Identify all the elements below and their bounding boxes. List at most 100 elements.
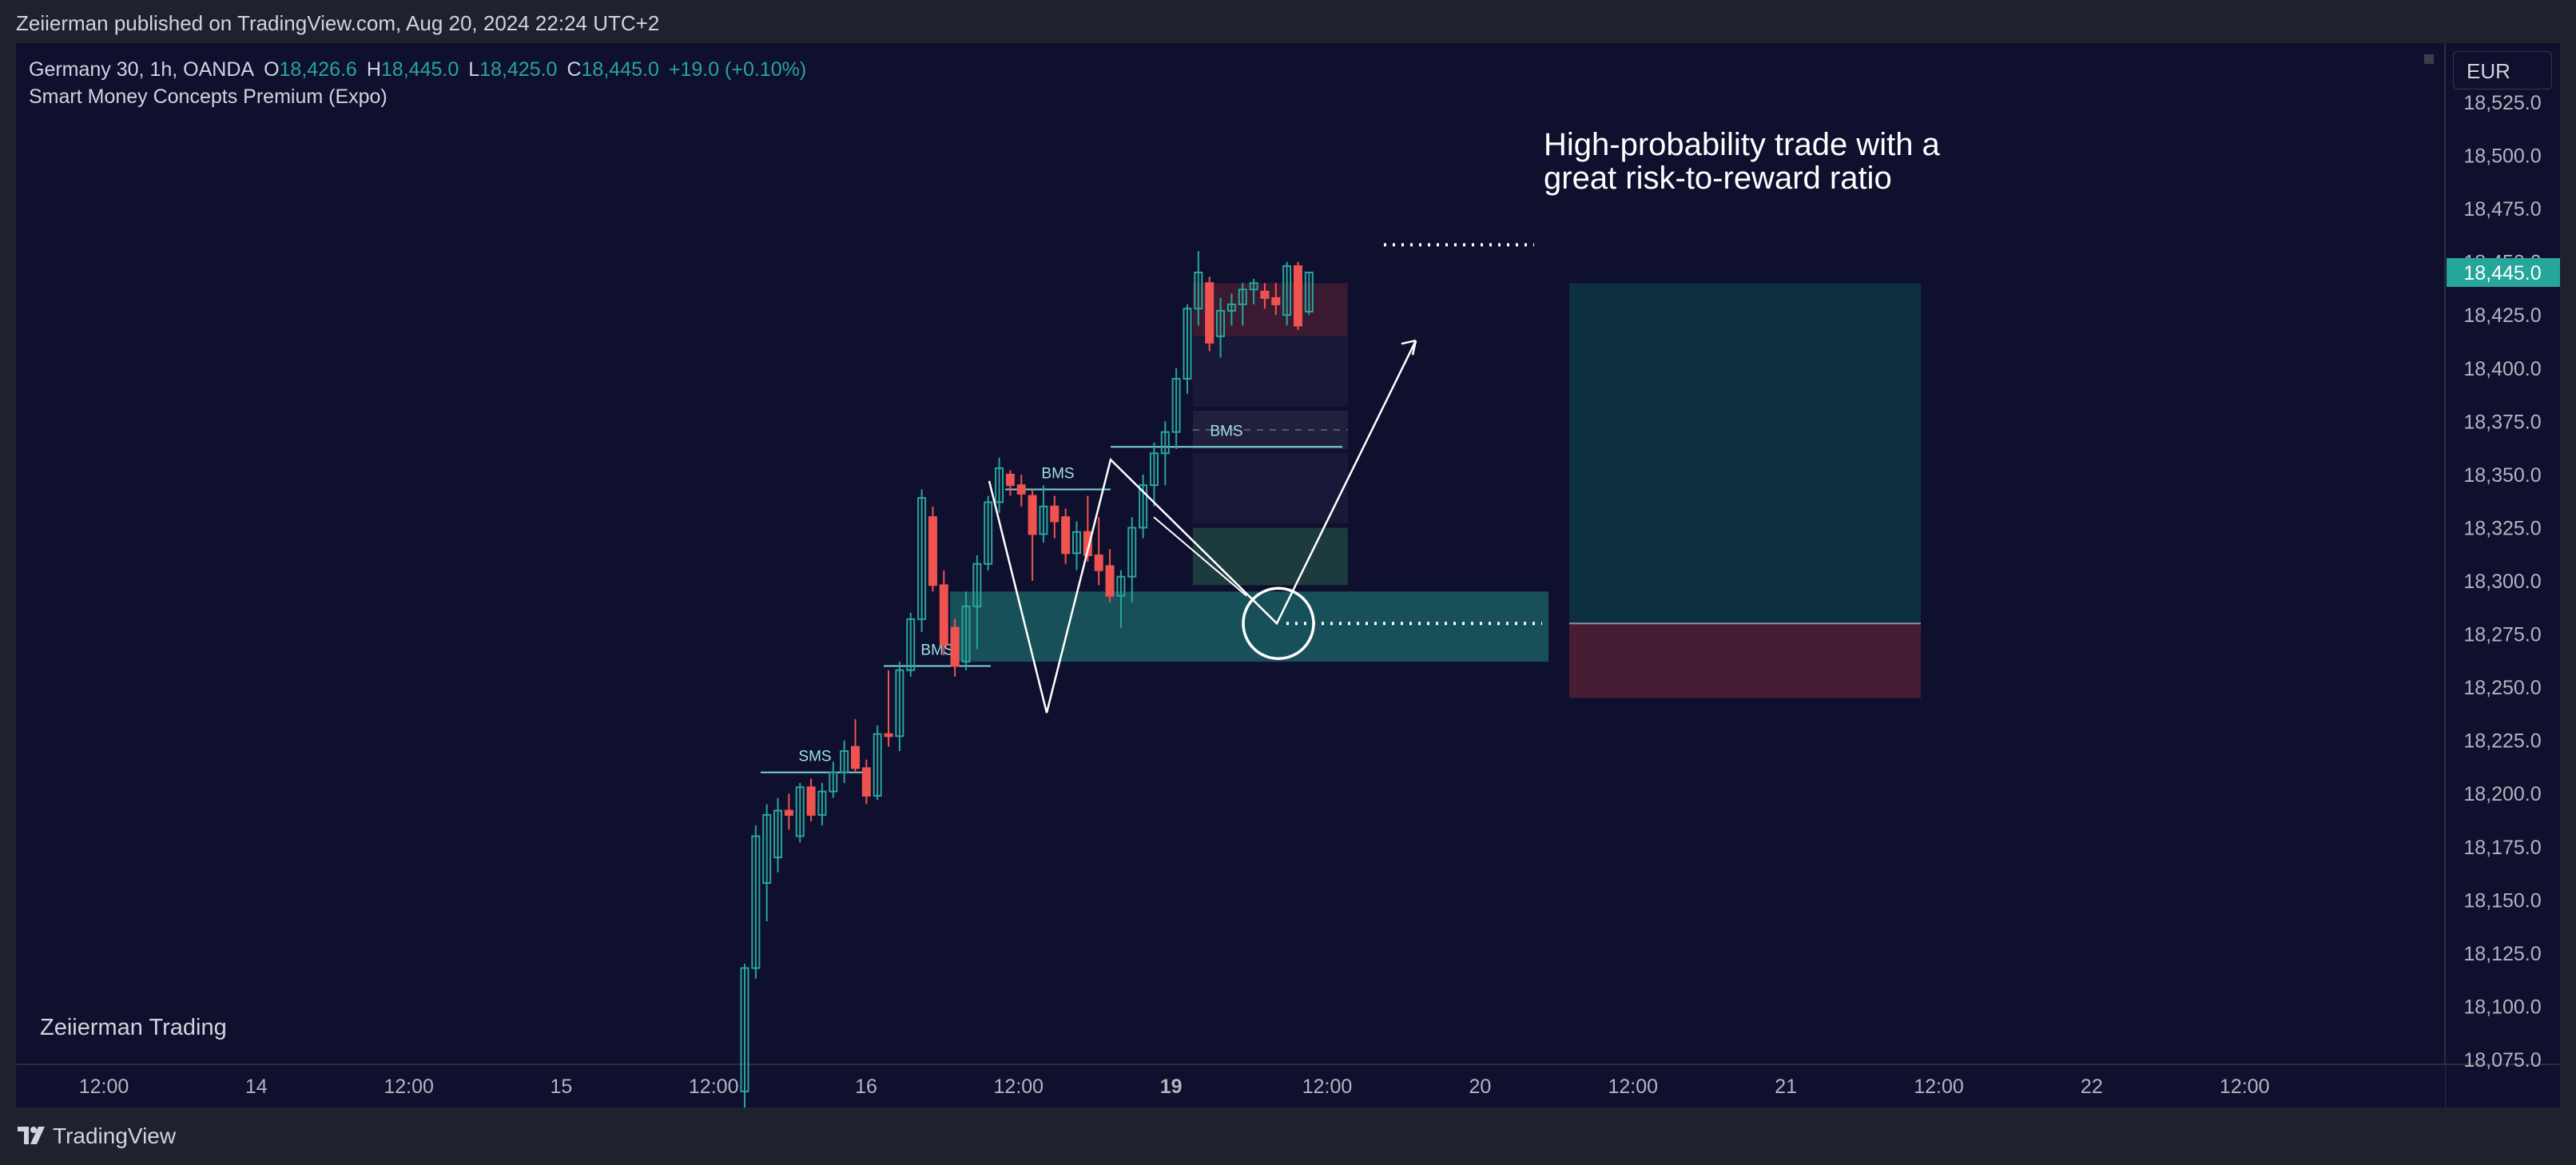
bullish-candle [1171,368,1181,449]
low-value: 18,425.0 [479,58,558,81]
y-axis-labels: 18,525.018,500.018,475.018,450.018,425.0… [2463,92,2541,1072]
last-price-background [2447,257,2560,287]
bullish-candle [906,612,916,677]
maximize-icon[interactable] [2424,54,2434,64]
indicator-title[interactable]: Smart Money Concepts Premium (Expo) [29,85,388,108]
discount-zone [1192,527,1348,586]
x-tick-label: 21 [1775,1076,1797,1098]
candle-body [861,767,871,797]
zones-layer [950,283,1921,698]
y-tick-label: 18,475.0 [2463,198,2541,221]
candle-body [873,733,882,797]
bearish-candle [851,719,860,773]
price-scale[interactable] [2445,43,2560,1107]
chart-area[interactable]: SMS BMS BMS BMS 18,525.0 18,500.0 18,475.0 18,… [16,43,2560,1107]
trade-annotation[interactable]: High-probability trade with a great risk… [1544,128,2055,195]
candle-body [895,669,904,738]
candle-body [906,618,916,671]
bearish-candle [861,759,871,805]
bullish-candle [917,489,927,632]
y-tick-label: 18,200.0 [2463,783,2541,805]
candle-body [1072,531,1081,555]
stop-zone [1569,623,1921,698]
bullish-candle [740,964,749,1107]
candle-body [1149,452,1159,487]
bearish-candle [784,793,793,830]
candle-body [972,563,982,607]
candle-body [1116,575,1126,597]
last-price-label: 18,445.0 [2463,262,2541,284]
x-tick-label: 12:00 [689,1076,739,1098]
symbol-title[interactable]: Germany 30, 1h, OANDA [29,58,255,81]
premium-zone [1192,283,1348,336]
x-tick-label: 12:00 [79,1076,129,1098]
author-watermark: Zeiierman Trading [40,1015,227,1040]
x-tick-label: 15 [550,1076,572,1098]
symbol-legend: Germany 30, 1h, OANDA O18,426.6 H18,445.0 L… [29,56,806,110]
candle-body [884,733,893,738]
candle-body [1050,505,1059,523]
top-bar: Zeiierman published on TradingView.com, … [0,0,2576,43]
structure-lines: SMS BMS BMS BMS [761,423,1342,773]
candle-body [1016,484,1026,495]
bullish-candle [1039,485,1048,543]
bearish-candle [1260,283,1270,309]
currency-button[interactable]: EUR [2453,51,2552,89]
candle-body [806,786,816,816]
candle-body [1238,288,1247,305]
bearish-candle [1294,261,1302,330]
candle-body [1160,431,1170,455]
candle-body [984,501,993,565]
bullish-candle [1183,304,1192,394]
bearish-candle [928,506,937,592]
published-info: Zeiierman published on TradingView.com, … [16,11,660,35]
y-tick-label: 18,100.0 [2463,996,2541,1018]
bullish-candle [1116,570,1126,628]
y-tick-label: 18,275.0 [2463,624,2541,646]
x-tick-label: 12:00 [994,1076,1044,1098]
bullish-candle [1194,251,1203,326]
bullish-candle [895,662,904,751]
candle-body [1294,264,1302,327]
bearish-candle [1094,517,1103,586]
tradingview-logo-icon[interactable] [16,1123,51,1146]
bearish-candle [1005,470,1015,496]
time-scale[interactable] [16,1064,2445,1107]
candle-body [773,809,783,859]
bullish-candle [751,825,761,979]
footer-brand[interactable]: TradingView [53,1123,177,1148]
candle-body [1083,531,1092,557]
y-tick-label: 18,375.0 [2463,411,2541,433]
candle-body [762,813,772,885]
bullish-candle [1249,278,1258,304]
y-tick-label: 18,525.0 [2463,92,2541,114]
y-tick-label: 18,250.0 [2463,677,2541,699]
bullish-candle [1226,293,1236,326]
candle-body [917,497,927,620]
chart-svg[interactable]: SMS BMS BMS BMS 18,525.0 18,500.0 18,475.0 18,… [16,43,2560,1107]
bullish-candle [773,797,783,873]
high-value: 18,445.0 [380,58,459,81]
candle-body [1127,527,1137,578]
bullish-candle [1216,297,1226,358]
bearish-candle [1105,549,1115,602]
low-label: L [468,58,480,81]
candle-body [817,790,827,816]
candle-body [1183,308,1192,380]
x-tick-label: 12:00 [384,1076,434,1098]
bullish-candle [1160,421,1170,486]
bullish-candle [873,726,882,801]
bearish-candle [1050,495,1059,539]
zigzag-path [988,340,1417,714]
candle-body [1039,505,1048,535]
y-tick-label: 18,300.0 [2463,571,2541,593]
close-value: 18,445.0 [581,58,659,81]
y-tick-label: 18,400.0 [2463,358,2541,380]
bullish-candle [829,761,838,798]
candle-body [1271,296,1281,305]
candle-body [1282,264,1292,316]
y-tick-label: 18,350.0 [2463,464,2541,487]
annotation-line-1: High-probability trade with a [1544,127,1940,162]
candle-body [740,967,749,1092]
candle-body [1105,565,1115,597]
